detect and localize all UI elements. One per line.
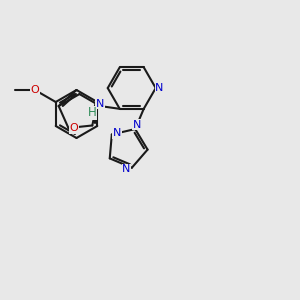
Text: N: N	[155, 83, 164, 93]
Text: N: N	[113, 128, 122, 138]
Text: N: N	[96, 99, 104, 109]
Text: O: O	[31, 85, 39, 95]
Text: O: O	[70, 123, 78, 133]
Text: N: N	[133, 119, 141, 130]
Text: N: N	[122, 164, 130, 174]
Text: H: H	[88, 106, 96, 119]
